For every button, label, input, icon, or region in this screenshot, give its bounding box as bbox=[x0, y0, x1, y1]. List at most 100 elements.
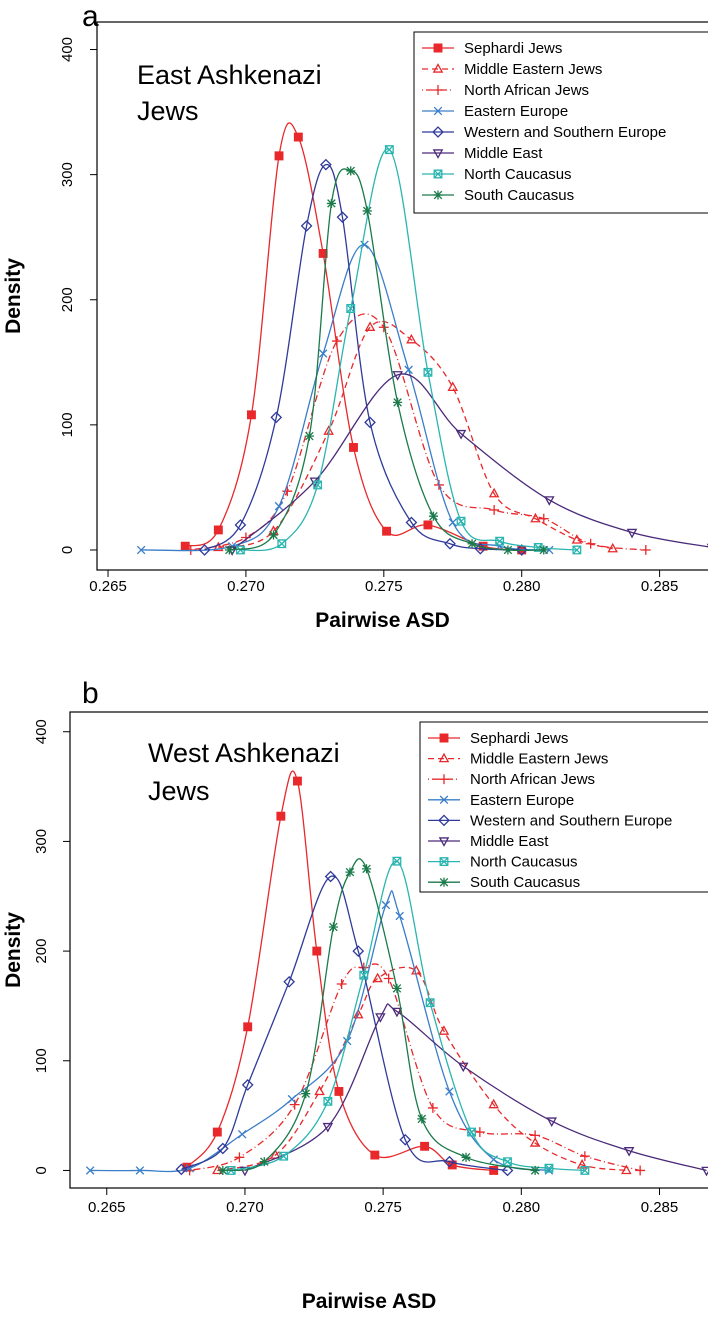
y-tick-label: 300 bbox=[59, 162, 76, 187]
point-marker bbox=[417, 1114, 426, 1123]
point-marker bbox=[327, 199, 336, 208]
point-marker bbox=[350, 444, 358, 452]
x-axis-label: Pairwise ASD bbox=[315, 609, 450, 632]
point-marker bbox=[346, 166, 355, 175]
point-marker bbox=[641, 545, 651, 555]
legend: Sephardi Jews Middle Eastern Jews North Af… bbox=[414, 32, 708, 213]
annotation: West Ashkenazi bbox=[148, 738, 340, 768]
point-marker bbox=[461, 1153, 470, 1162]
legend-label: Middle Eastern Jews bbox=[470, 751, 608, 768]
panel-letter: b bbox=[82, 677, 99, 710]
point-marker bbox=[373, 974, 381, 982]
point-marker bbox=[345, 868, 354, 877]
point-marker bbox=[275, 152, 283, 160]
x-tick-label: 0.285 bbox=[641, 578, 679, 595]
legend-label: North Caucasus bbox=[464, 166, 572, 183]
legend-label: Middle East bbox=[470, 833, 549, 850]
point-marker bbox=[503, 545, 512, 554]
point-marker bbox=[363, 206, 372, 215]
point-marker bbox=[457, 517, 465, 525]
y-tick-label: 100 bbox=[59, 412, 76, 437]
legend-label: Sephardi Jews bbox=[470, 730, 568, 747]
point-marker bbox=[429, 512, 438, 521]
point-marker bbox=[392, 984, 401, 993]
point-marker bbox=[225, 545, 234, 554]
y-tick-label: 400 bbox=[33, 719, 50, 744]
point-marker bbox=[362, 864, 371, 873]
legend-marker bbox=[434, 44, 442, 52]
legend-label: Eastern Europe bbox=[470, 792, 574, 809]
x-tick-label: 0.265 bbox=[88, 1199, 126, 1216]
point-marker bbox=[301, 1089, 310, 1098]
point-marker bbox=[244, 1023, 252, 1031]
x-tick-label: 0.285 bbox=[641, 1199, 679, 1216]
point-marker bbox=[530, 1130, 540, 1140]
point-marker bbox=[393, 398, 402, 407]
point-marker bbox=[702, 1167, 708, 1175]
point-marker bbox=[635, 1166, 645, 1176]
legend-label: North African Jews bbox=[470, 771, 595, 788]
legend-label: South Caucasus bbox=[470, 874, 580, 891]
point-marker bbox=[335, 1088, 343, 1096]
y-tick-label: 400 bbox=[59, 37, 76, 62]
point-marker bbox=[384, 974, 394, 984]
point-marker bbox=[269, 530, 278, 539]
point-marker bbox=[489, 505, 499, 515]
point-marker bbox=[218, 1166, 227, 1175]
point-marker bbox=[319, 350, 327, 358]
point-marker bbox=[329, 922, 338, 931]
x-tick-label: 0.275 bbox=[364, 1199, 402, 1216]
x-axis-label: Pairwise ASD bbox=[302, 1290, 437, 1313]
legend-label: North African Jews bbox=[464, 82, 589, 99]
y-tick-label: 200 bbox=[33, 939, 50, 964]
y-tick-label: 100 bbox=[33, 1048, 50, 1073]
point-marker bbox=[238, 1130, 246, 1138]
point-marker bbox=[260, 1157, 269, 1166]
x-tick-label: 0.275 bbox=[365, 578, 403, 595]
legend-label: Western and Southern Europe bbox=[464, 124, 666, 141]
point-marker bbox=[424, 521, 432, 529]
y-tick-label: 0 bbox=[59, 546, 76, 554]
point-marker bbox=[278, 540, 286, 548]
point-marker bbox=[405, 366, 413, 374]
y-axis-label: Density bbox=[2, 258, 25, 334]
legend-label: Middle East bbox=[464, 145, 543, 162]
point-marker bbox=[337, 979, 347, 989]
point-marker bbox=[475, 1127, 485, 1137]
point-marker bbox=[248, 411, 256, 419]
point-marker bbox=[426, 999, 434, 1007]
x-tick-label: 0.270 bbox=[226, 1199, 264, 1216]
y-axis-label: Density bbox=[2, 912, 25, 988]
point-marker bbox=[315, 1087, 323, 1095]
point-marker bbox=[313, 947, 321, 955]
point-marker bbox=[504, 1158, 512, 1166]
point-marker bbox=[295, 133, 303, 141]
point-marker bbox=[214, 1128, 222, 1136]
legend-label: Middle Eastern Jews bbox=[464, 61, 602, 78]
point-marker bbox=[324, 1098, 332, 1106]
point-marker bbox=[539, 545, 548, 554]
density-curve bbox=[245, 1004, 707, 1171]
point-marker bbox=[396, 912, 404, 920]
point-marker bbox=[586, 539, 596, 549]
legend-label: North Caucasus bbox=[470, 854, 578, 871]
legend-marker bbox=[433, 190, 442, 199]
point-marker bbox=[332, 336, 342, 346]
point-marker bbox=[382, 901, 390, 909]
point-marker bbox=[531, 514, 539, 522]
legend: Sephardi Jews Middle Eastern Jews North Af… bbox=[420, 722, 708, 892]
point-marker bbox=[181, 542, 189, 550]
point-marker bbox=[412, 966, 420, 974]
point-marker bbox=[449, 383, 457, 391]
x-tick-label: 0.280 bbox=[503, 578, 541, 595]
legend-label: Sephardi Jews bbox=[464, 40, 562, 57]
point-marker bbox=[234, 1152, 244, 1162]
point-marker bbox=[275, 502, 283, 510]
density-curve bbox=[231, 861, 585, 1170]
x-tick-label: 0.270 bbox=[227, 578, 265, 595]
legend-label: Western and Southern Europe bbox=[470, 812, 672, 829]
legend-label: Eastern Europe bbox=[464, 103, 568, 120]
